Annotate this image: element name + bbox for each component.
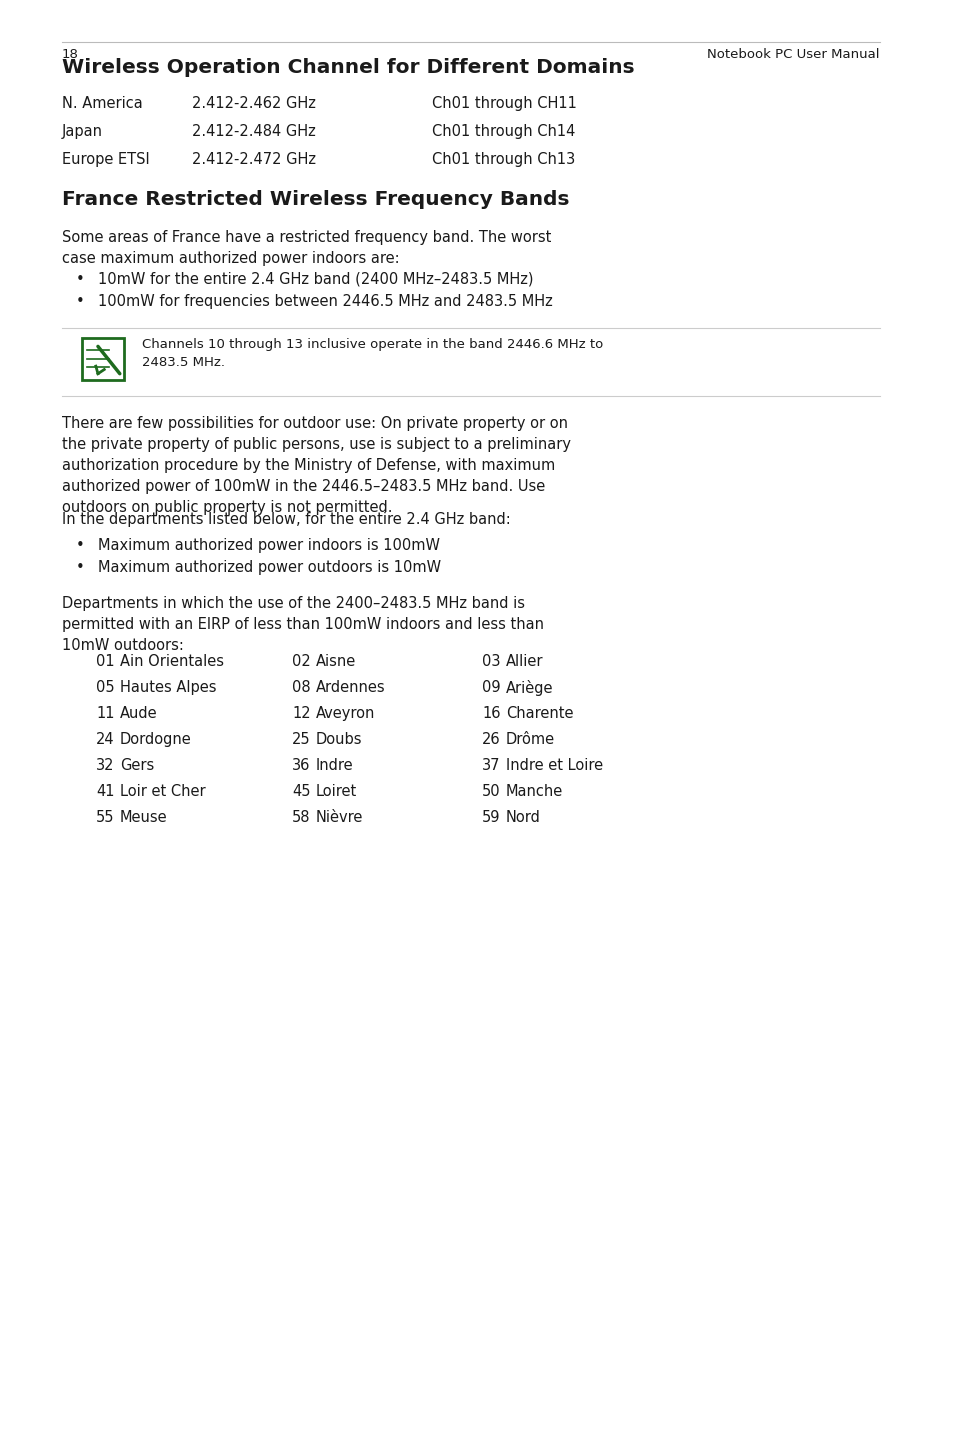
Text: 12: 12 — [292, 706, 311, 720]
Text: Wireless Operation Channel for Different Domains: Wireless Operation Channel for Different… — [62, 58, 634, 78]
Text: There are few possibilities for outdoor use: On private property or on
the priva: There are few possibilities for outdoor … — [62, 416, 571, 515]
Text: 50: 50 — [481, 784, 500, 800]
Text: 45: 45 — [292, 784, 310, 800]
Text: 100mW for frequencies between 2446.5 MHz and 2483.5 MHz: 100mW for frequencies between 2446.5 MHz… — [98, 293, 552, 309]
Text: 11: 11 — [96, 706, 114, 720]
Text: •: • — [76, 293, 85, 309]
Text: Loiret: Loiret — [315, 784, 356, 800]
Text: Dordogne: Dordogne — [120, 732, 192, 746]
Text: Notebook PC User Manual: Notebook PC User Manual — [707, 47, 879, 60]
Text: Maximum authorized power outdoors is 10mW: Maximum authorized power outdoors is 10m… — [98, 559, 440, 575]
Text: 05: 05 — [96, 680, 114, 695]
Text: 03: 03 — [481, 654, 500, 669]
Text: Ch01 through CH11: Ch01 through CH11 — [432, 96, 577, 111]
Text: 10mW for the entire 2.4 GHz band (2400 MHz–2483.5 MHz): 10mW for the entire 2.4 GHz band (2400 M… — [98, 272, 533, 288]
Text: Indre et Loire: Indre et Loire — [505, 758, 602, 774]
Text: 59: 59 — [481, 810, 500, 825]
Text: Aude: Aude — [120, 706, 157, 720]
Text: Ariège: Ariège — [505, 680, 553, 696]
Text: •: • — [76, 538, 85, 554]
Text: 18: 18 — [62, 47, 79, 60]
FancyBboxPatch shape — [82, 338, 124, 380]
Text: Charente: Charente — [505, 706, 573, 720]
Text: •: • — [76, 559, 85, 575]
Text: Europe ETSI: Europe ETSI — [62, 152, 150, 167]
Text: 08: 08 — [292, 680, 311, 695]
Text: Nièvre: Nièvre — [315, 810, 363, 825]
Text: Loir et Cher: Loir et Cher — [120, 784, 206, 800]
Text: Indre: Indre — [315, 758, 354, 774]
Text: Some areas of France have a restricted frequency band. The worst
case maximum au: Some areas of France have a restricted f… — [62, 230, 551, 266]
Text: •: • — [76, 272, 85, 288]
Text: Japan: Japan — [62, 124, 103, 139]
Text: Aisne: Aisne — [315, 654, 355, 669]
Text: Ch01 through Ch14: Ch01 through Ch14 — [432, 124, 575, 139]
Text: Allier: Allier — [505, 654, 543, 669]
Text: 01: 01 — [96, 654, 114, 669]
Text: Hautes Alpes: Hautes Alpes — [120, 680, 216, 695]
Text: N. America: N. America — [62, 96, 143, 111]
Text: Aveyron: Aveyron — [315, 706, 375, 720]
Text: Maximum authorized power indoors is 100mW: Maximum authorized power indoors is 100m… — [98, 538, 439, 554]
Text: 36: 36 — [292, 758, 310, 774]
Text: 09: 09 — [481, 680, 500, 695]
Text: 37: 37 — [481, 758, 500, 774]
Text: Meuse: Meuse — [120, 810, 168, 825]
Text: Manche: Manche — [505, 784, 562, 800]
Text: 55: 55 — [96, 810, 114, 825]
Text: 24: 24 — [96, 732, 114, 746]
Text: 58: 58 — [292, 810, 310, 825]
Text: 2.412-2.484 GHz: 2.412-2.484 GHz — [192, 124, 315, 139]
Text: Departments in which the use of the 2400–2483.5 MHz band is
permitted with an EI: Departments in which the use of the 2400… — [62, 595, 543, 653]
Text: 25: 25 — [292, 732, 311, 746]
Text: Gers: Gers — [120, 758, 154, 774]
Text: Channels 10 through 13 inclusive operate in the band 2446.6 MHz to
2483.5 MHz.: Channels 10 through 13 inclusive operate… — [142, 338, 602, 370]
Text: Nord: Nord — [505, 810, 540, 825]
Text: 2.412-2.462 GHz: 2.412-2.462 GHz — [192, 96, 315, 111]
Text: In the departments listed below, for the entire 2.4 GHz band:: In the departments listed below, for the… — [62, 512, 510, 526]
Text: 2.412-2.472 GHz: 2.412-2.472 GHz — [192, 152, 315, 167]
Text: 02: 02 — [292, 654, 311, 669]
Text: Ain Orientales: Ain Orientales — [120, 654, 224, 669]
Text: 32: 32 — [96, 758, 114, 774]
Text: Ardennes: Ardennes — [315, 680, 385, 695]
Text: 16: 16 — [481, 706, 500, 720]
Text: France Restricted Wireless Frequency Bands: France Restricted Wireless Frequency Ban… — [62, 190, 569, 209]
Text: 41: 41 — [96, 784, 114, 800]
Text: 26: 26 — [481, 732, 500, 746]
Text: Doubs: Doubs — [315, 732, 362, 746]
Text: Drôme: Drôme — [505, 732, 555, 746]
Text: Ch01 through Ch13: Ch01 through Ch13 — [432, 152, 575, 167]
